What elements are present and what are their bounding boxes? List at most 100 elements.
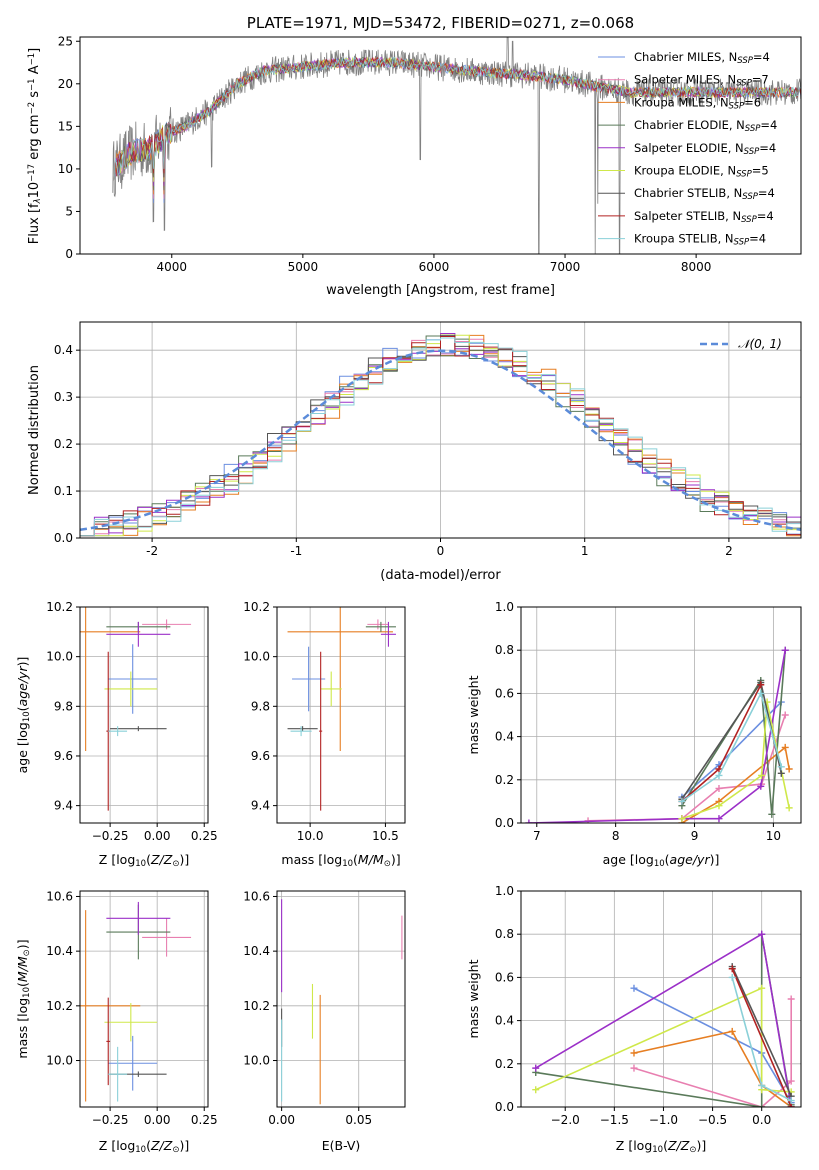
mass-weight-vs-metallicity-panel: −2.0 −1.5 −1.0 −0.5 0.0 0.0 0.2 0.4 0.6 0.8 1.0	[495, 884, 802, 1127]
mw-age-xlabel-part: )]	[710, 852, 720, 867]
age-mass-xlabel-part: )]	[391, 852, 401, 867]
x-tick-label: 0.00	[144, 829, 171, 843]
spectrum-ylabel-part: −17	[27, 164, 37, 182]
series-marker-kroupa-elodie	[678, 815, 686, 823]
series-marker-salpeter-stelib	[715, 765, 723, 773]
gaussian-curve	[80, 349, 801, 532]
y-tick-label: 0.4	[54, 343, 73, 357]
age-z-xlabel-part: ⊙	[172, 859, 179, 869]
y-tick-label: 10.4	[243, 944, 270, 958]
legend-label-kroupa-stelib-part: =4	[749, 232, 766, 246]
legend-label-chabrier-stelib: Chabrier STELIB, NSSP=4	[634, 186, 775, 202]
age-mass-xlabel-part: M/M	[358, 852, 384, 867]
mass-vs-extinction-panel: 0.00 0.05 10.0 10.2 10.4 10.6	[243, 889, 406, 1127]
y-tick-label: 0.0	[495, 1100, 514, 1114]
mass-vs-extinction-panel-plot-area	[281, 899, 403, 1105]
y-tick-label: 9.4	[54, 799, 73, 813]
mw-age-xlabel-part: 10	[654, 859, 665, 869]
legend-label-kroupa-miles-part: SSP	[729, 102, 745, 112]
mass-weight-vs-metallicity-panel-frame	[520, 890, 802, 1108]
spectrum-model-kroupa-stelib	[113, 57, 801, 181]
mw-age-xlabel-part: age/yr	[670, 852, 711, 867]
mass-vs-metallicity-panel: −0.25 0.00 0.25 10.0 10.2 10.4 10.6	[46, 889, 218, 1127]
y-tick-label: 0.2	[495, 1057, 514, 1071]
mass-vs-metallicity-panel-plot-area	[80, 901, 192, 1102]
mw-z-ylabel: mass weight	[466, 959, 481, 1038]
y-tick-label: 9.6	[54, 749, 73, 763]
spectrum-ylabel-part: −1	[27, 53, 37, 66]
spectrum-panel: 4000 5000 6000 7000 8000 0 5 10 15 20 25	[58, 34, 802, 274]
legend-label-salpeter-elodie-part: SSP	[744, 147, 760, 157]
legend-label-kroupa-elodie-part: SSP	[736, 170, 752, 180]
mass-vs-extinction-panel-frame	[276, 890, 406, 1108]
age-z-ylabel-part: age [log	[15, 722, 30, 773]
histogram-step-salpeter-stelib	[80, 336, 801, 537]
spectrum-ylabel-part: λ	[33, 198, 43, 204]
series-marker-salpeter-miles	[787, 1077, 795, 1085]
series-marker-kroupa-stelib	[777, 763, 785, 771]
series-line-kroupa-stelib	[681, 691, 783, 803]
spectrum-ylabel-part: −1	[27, 78, 37, 91]
x-tick-label: 0	[437, 544, 445, 558]
age-vs-metallicity-panel-plot-area	[80, 607, 192, 811]
age-z-xlabel-part: (	[146, 852, 151, 867]
y-tick-label: 10.2	[243, 600, 270, 614]
legend-label-salpeter-stelib-part: Salpeter STELIB, N	[634, 209, 741, 223]
series-marker-salpeter-miles	[781, 711, 789, 719]
series-marker-salpeter-stelib	[728, 965, 736, 973]
y-tick-label: 10.2	[46, 600, 73, 614]
series-line-salpeter-miles	[633, 999, 793, 1107]
legend-label-salpeter-stelib-part: =4	[757, 209, 774, 223]
y-tick-label: 25	[58, 34, 73, 48]
x-tick-label: 2	[725, 544, 733, 558]
legend-label-kroupa-stelib: Kroupa STELIB, NSSP=4	[634, 232, 766, 248]
series-marker-kroupa-miles	[630, 1049, 638, 1057]
spectrum-xlabel: wavelength [Angstrom, rest frame]	[326, 283, 555, 298]
age-z-ylabel-part: age/yr	[15, 666, 30, 707]
series-marker-salpeter-elodie	[757, 782, 765, 790]
series-marker-kroupa-stelib	[757, 689, 765, 697]
legend-label-chabrier-stelib-part: Chabrier STELIB, N	[634, 186, 742, 200]
histogram-panel-plot-area	[80, 333, 801, 537]
mass-z-ylabel-part: ⊙	[22, 949, 32, 956]
series-marker-salpeter-elodie	[715, 815, 723, 823]
mw-age-ylabel: mass weight	[466, 675, 481, 754]
mass-z-ylabel-part: M/M	[15, 956, 30, 982]
series-marker-salpeter-elodie	[532, 1064, 540, 1072]
age-z-ylabel-part: 10	[22, 711, 32, 722]
series-marker-kroupa-stelib	[728, 973, 736, 981]
y-tick-label: 0.3	[54, 390, 73, 404]
mass-z-xlabel-part: ⊙	[172, 1145, 179, 1155]
histogram-xlabel: (data-model)/error	[380, 568, 501, 583]
series-marker-kroupa-stelib	[758, 1081, 766, 1089]
x-tick-label: −0.5	[698, 1113, 727, 1127]
spectrum-title: PLATE=1971, MJD=53472, FIBERID=0271, z=0…	[247, 14, 634, 32]
series-marker-kroupa-elodie	[758, 984, 766, 992]
mw-z-xlabel-part: 10	[652, 1145, 663, 1155]
mw-age-xlabel-part: age [log	[603, 852, 654, 867]
mass-z-ylabel: mass [log10(M/M⊙)]	[15, 939, 32, 1058]
y-tick-label: 0.6	[495, 686, 514, 700]
legend-label-salpeter-miles-part: SSP	[736, 79, 752, 89]
legend-label-kroupa-miles-part: =6	[744, 95, 761, 109]
legend-label-salpeter-elodie: Salpeter ELODIE, NSSP=4	[634, 141, 776, 157]
y-tick-label: 0.6	[495, 970, 514, 984]
y-tick-label: 9.4	[251, 799, 270, 813]
series-marker-kroupa-miles	[781, 743, 789, 751]
x-tick-label: 4000	[156, 260, 187, 274]
legend-label-chabrier-stelib-part: =4	[758, 186, 775, 200]
series-marker-salpeter-stelib	[757, 681, 765, 689]
y-tick-label: 1.0	[495, 600, 514, 614]
x-tick-label: 0.0	[752, 1113, 771, 1127]
legend-label-kroupa-stelib-part: Kroupa STELIB, N	[634, 232, 734, 246]
age-z-xlabel-part: Z/Z	[150, 852, 173, 867]
x-tick-label: 0.25	[191, 1113, 218, 1127]
legend-label-salpeter-miles: Salpeter MILES, NSSP=7	[634, 73, 769, 89]
series-marker-kroupa-elodie	[532, 1086, 540, 1094]
y-tick-label: 0.1	[54, 484, 73, 498]
spectrum-ylabel-part: A	[27, 65, 42, 78]
x-tick-label: 0.00	[144, 1113, 171, 1127]
x-tick-label: -2	[146, 544, 158, 558]
legend-label-salpeter-stelib-part: SSP	[741, 215, 757, 225]
